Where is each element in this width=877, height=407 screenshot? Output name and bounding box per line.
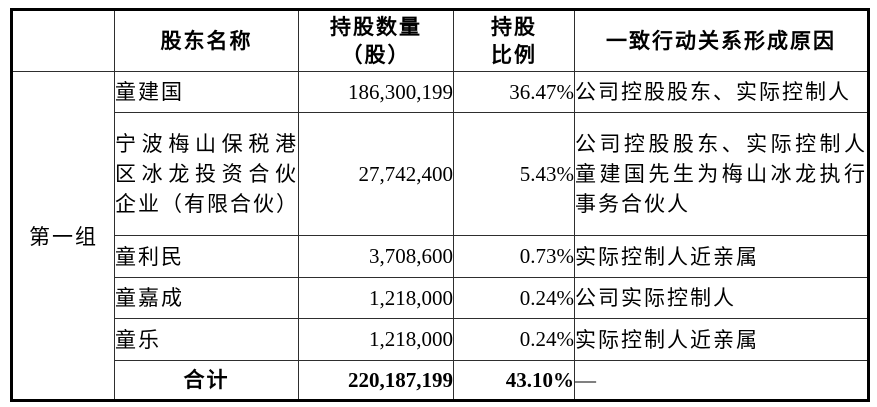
reason-cell: 实际控制人近亲属 [574, 235, 869, 278]
table-row: 宁波梅山保税港区冰龙投资合伙企业（有限合伙） 27,742,400 5.43% … [12, 112, 869, 236]
table-row: 第一组 童建国 186,300,199 36.47% 公司控股股东、实际控制人 [11, 71, 869, 401]
total-reason-cell: — [574, 360, 869, 401]
ratio-cell: 36.47% [453, 71, 575, 113]
reason-cell: 公司控股股东、实际控制人 [574, 71, 869, 113]
ratio-cell: 0.73% [453, 235, 575, 278]
shares-cell: 186,300,199 [298, 71, 454, 113]
shareholder-name-cell: 宁波梅山保税港区冰龙投资合伙企业（有限合伙） [114, 112, 299, 236]
ratio-cell: 0.24% [453, 318, 575, 361]
shareholder-name-cell: 童建国 [114, 71, 299, 113]
reason-cell: 公司实际控制人 [574, 277, 869, 319]
shares-cell: 27,742,400 [298, 112, 454, 236]
total-shares-cell: 220,187,199 [298, 360, 454, 401]
total-ratio-cell: 43.10% [453, 360, 575, 401]
reason-cell: 实际控制人近亲属 [574, 318, 869, 361]
shareholder-name-cell: 童乐 [114, 318, 299, 361]
ratio-cell: 0.24% [453, 277, 575, 319]
shares-cell: 1,218,000 [298, 277, 454, 319]
table-row: 童利民 3,708,600 0.73% 实际控制人近亲属 [12, 235, 869, 278]
header-relationship-reason: 一致行动关系形成原因 [574, 9, 869, 72]
header-empty-cell [11, 9, 115, 72]
reason-cell: 公司控股股东、实际控制人童建国先生为梅山冰龙执行事务合伙人 [574, 112, 869, 236]
shareholding-table: 股东名称 持股数量 （股） 持股 比例 一致行动关系形成原因 第一组 童建国 1… [10, 8, 870, 402]
total-label-cell: 合计 [114, 360, 299, 401]
header-shareholder-name: 股东名称 [114, 9, 299, 72]
table-row: 童嘉成 1,218,000 0.24% 公司实际控制人 [12, 277, 869, 319]
table-row: 童乐 1,218,000 0.24% 实际控制人近亲属 [12, 318, 869, 361]
shares-cell: 3,708,600 [298, 235, 454, 278]
table-header-row: 股东名称 持股数量 （股） 持股 比例 一致行动关系形成原因 [11, 9, 869, 72]
shareholder-name-cell: 童嘉成 [114, 277, 299, 319]
header-share-ratio: 持股 比例 [453, 9, 575, 72]
ratio-cell: 5.43% [453, 112, 575, 236]
shares-cell: 1,218,000 [298, 318, 454, 361]
header-shares-held: 持股数量 （股） [298, 9, 454, 72]
group-label-cell: 第一组 [11, 71, 115, 401]
table-total-row: 合计 220,187,199 43.10% — [12, 360, 869, 401]
shareholder-name-cell: 童利民 [114, 235, 299, 278]
